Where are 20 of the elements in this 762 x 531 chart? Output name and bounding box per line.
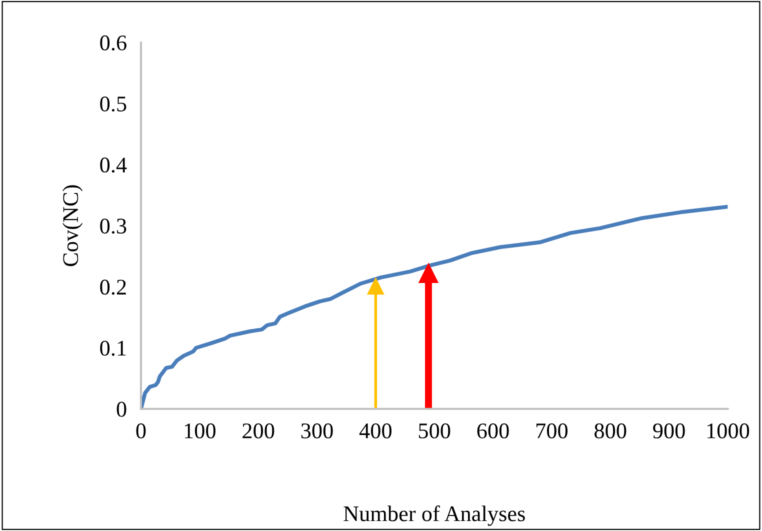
x-tick-label: 400: [359, 423, 392, 438]
x-tick-label: 300: [301, 423, 333, 438]
x-tick-label: 500: [418, 423, 450, 438]
y-tick-label: 0.4: [100, 158, 127, 173]
y-tick-label: 0: [116, 402, 126, 417]
y-axis-title: Cov(NC): [62, 185, 83, 266]
x-tick-label: 600: [477, 423, 509, 438]
x-tick-label: 800: [594, 423, 626, 438]
x-tick-label: 200: [242, 423, 274, 438]
x-tick-label: 900: [653, 423, 685, 438]
y-tick-label: 0.5: [100, 96, 126, 112]
x-tick-label: 100: [184, 423, 216, 438]
x-tick-label: 1000: [707, 423, 750, 438]
y-tick-label: 0.2: [100, 280, 126, 295]
x-tick-label: 700: [536, 423, 568, 438]
y-tick-label: 0.3: [100, 218, 126, 234]
y-tick-label: 0.6: [100, 35, 126, 51]
x-axis-title: Number of Analyses: [344, 505, 525, 526]
x-tick-label: 0: [136, 423, 146, 438]
y-tick-label: 0.1: [100, 340, 126, 356]
